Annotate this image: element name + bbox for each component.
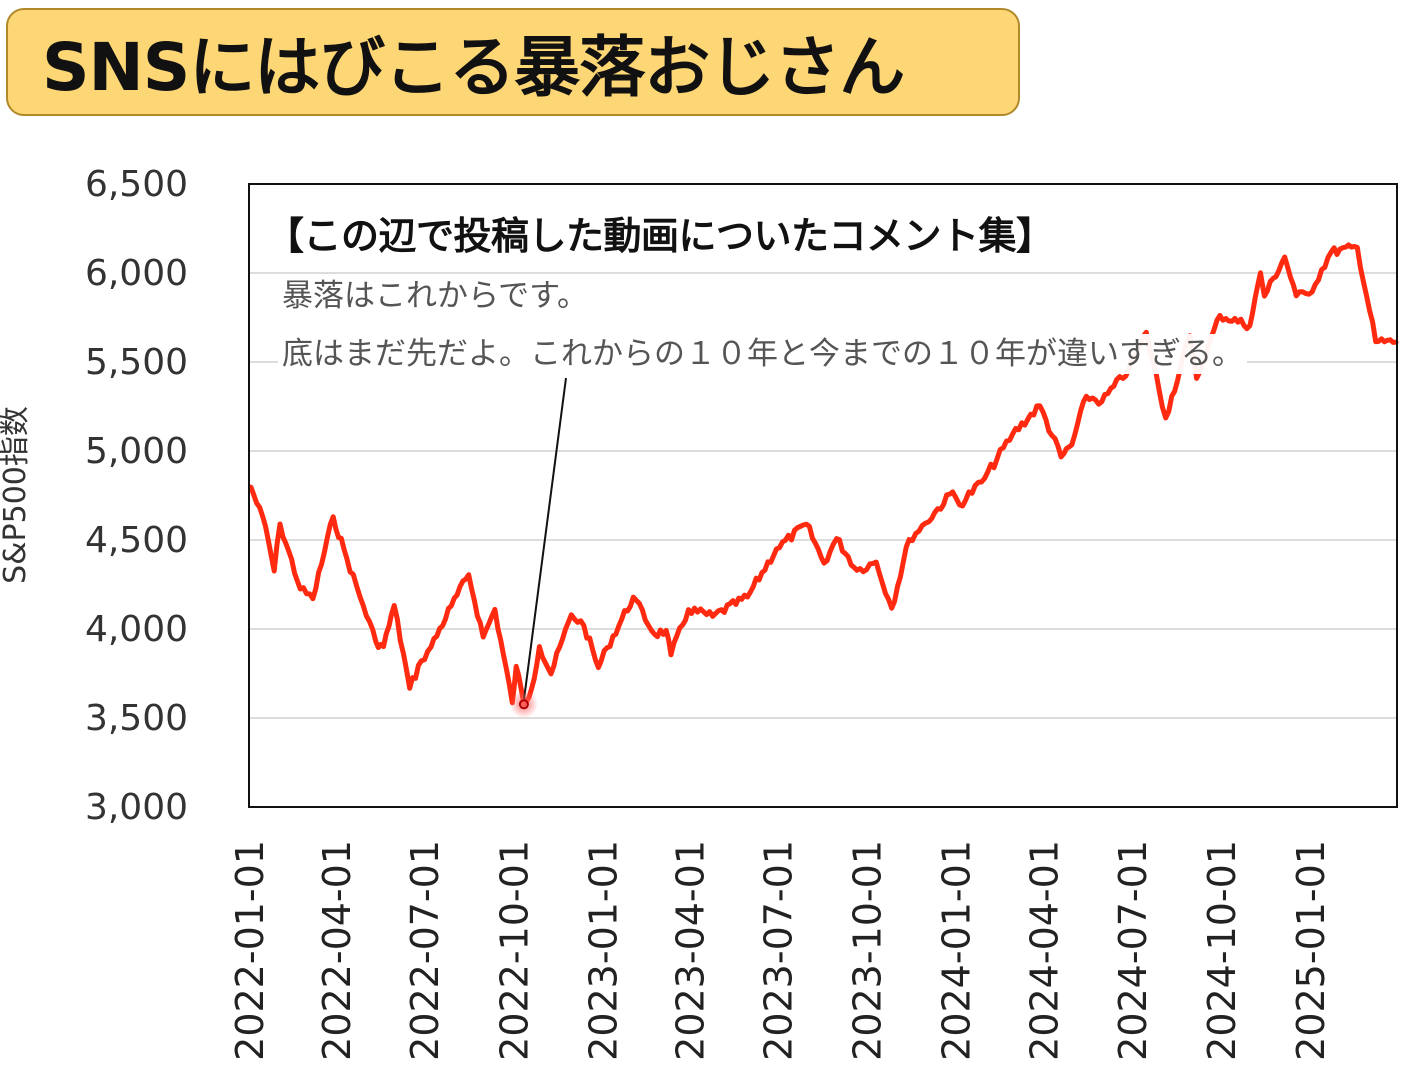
annotation-comment: 底はまだ先だよ。これからの１０年と今までの１０年が違いすぎる。	[278, 334, 1247, 374]
annotation-pointer-line	[522, 377, 567, 701]
x-tick-label: 2022-04-01	[315, 840, 359, 1061]
annotation-point	[518, 699, 529, 710]
plot-frame	[248, 183, 1398, 808]
y-tick-label: 4,000	[85, 609, 188, 650]
x-tick-labels: 2022-01-01 2022-04-01 2022-07-01 2022-10-01…	[228, 840, 1333, 1061]
y-tick-label: 5,500	[85, 342, 188, 383]
x-tick-label: 2023-10-01	[846, 840, 890, 1061]
x-tick-label: 2022-07-01	[403, 840, 447, 1061]
x-tick-label: 2025-01-01	[1289, 840, 1333, 1061]
y-tick-label: 6,000	[85, 253, 188, 294]
x-tick-label: 2023-04-01	[668, 840, 712, 1061]
annotation-comment: 暴落はこれからです。	[278, 276, 592, 316]
x-tick-label: 2023-07-01	[757, 840, 801, 1061]
title-banner: SNSにはびこる暴落おじさん	[6, 8, 1020, 116]
x-tick-label: 2024-10-01	[1200, 840, 1244, 1061]
x-tick-label: 2022-10-01	[492, 840, 536, 1061]
x-tick-label: 2024-04-01	[1023, 840, 1067, 1061]
annotation-heading: 【この辺で投稿した動画についたコメント集】	[266, 214, 1054, 258]
x-tick-label: 2023-01-01	[581, 840, 625, 1061]
y-tick-label: 3,500	[85, 698, 188, 739]
x-tick-label: 2024-07-01	[1111, 840, 1155, 1061]
annotation-point-glow	[509, 690, 538, 719]
y-tick-label: 5,000	[85, 431, 188, 472]
x-tick-label: 2022-01-01	[228, 840, 272, 1061]
y-tick-label: 6,500	[85, 164, 188, 205]
page-title: SNSにはびこる暴落おじさん	[42, 29, 905, 106]
y-axis-label: S&P500指数	[0, 406, 33, 584]
y-tick-label: 4,500	[85, 520, 188, 561]
y-tick-label: 3,000	[85, 787, 188, 828]
x-tick-label: 2024-01-01	[935, 840, 979, 1061]
y-tick-labels: 3,000 3,500 4,000 4,500 5,000 5,500 6,000 6,500	[85, 164, 188, 828]
